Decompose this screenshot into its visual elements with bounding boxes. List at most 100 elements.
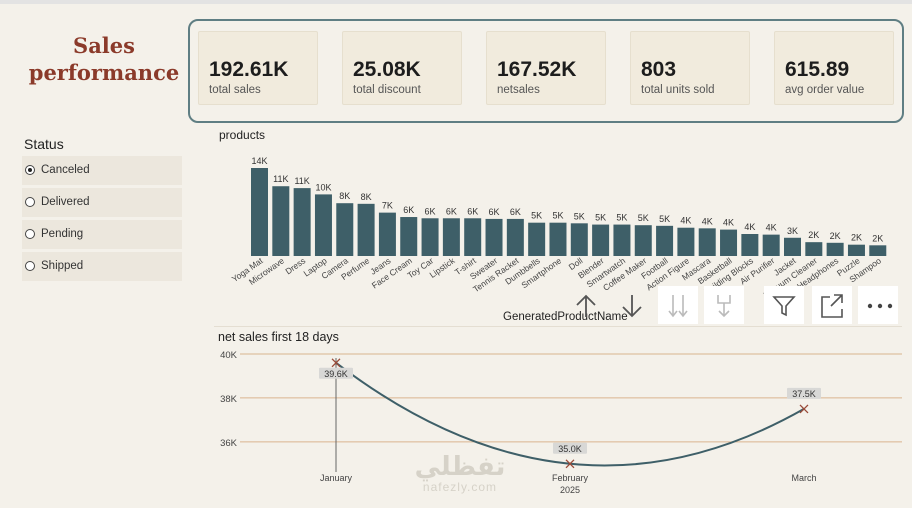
kpi-label: avg order value <box>785 84 865 96</box>
bar <box>464 218 482 256</box>
data-label-box <box>787 387 821 399</box>
bar-data-label: 3K <box>787 226 798 236</box>
bar <box>378 212 396 256</box>
kpi-label: netsales <box>497 84 540 96</box>
y-tick-label: 40K <box>220 350 238 361</box>
kpi-label: total discount <box>353 84 421 96</box>
bar <box>442 218 460 256</box>
bar <box>336 203 354 256</box>
bar-data-label: 6K <box>510 207 521 217</box>
x-tick-label: March <box>791 473 816 483</box>
bar-data-label: 14K <box>251 156 267 166</box>
bar <box>421 218 439 256</box>
drill-down-button[interactable] <box>612 286 652 324</box>
data-label: 35.0K <box>558 444 582 454</box>
more-options-button[interactable] <box>858 286 898 324</box>
status-option-canceled[interactable]: Canceled <box>22 156 182 185</box>
y-tick-label: 38K <box>220 394 238 405</box>
radio-button[interactable] <box>25 261 35 271</box>
status-option-pending[interactable]: Pending <box>22 220 182 249</box>
radio-button[interactable] <box>25 197 35 207</box>
bar-data-label: 8K <box>361 192 372 202</box>
bar <box>698 228 716 256</box>
bar <box>506 218 524 256</box>
expand-all-down-button[interactable] <box>658 286 698 324</box>
radio-button[interactable] <box>25 229 35 239</box>
bar-data-label: 4K <box>702 216 713 226</box>
bar-data-label: 4K <box>744 222 755 232</box>
bar-data-label: 5K <box>616 213 627 223</box>
bar <box>485 218 503 256</box>
focus-mode-button[interactable] <box>812 286 852 324</box>
bar-chart-title: products <box>219 128 266 142</box>
bar-data-label: 2K <box>872 233 883 243</box>
bar <box>613 224 631 256</box>
data-label-box <box>553 442 587 454</box>
radio-button[interactable] <box>25 165 35 175</box>
bar <box>869 245 887 256</box>
expand-next-level-button[interactable] <box>704 286 744 324</box>
x-tick-sublabel: 2025 <box>560 485 580 495</box>
expand-next-level-icon <box>717 295 731 318</box>
bar-data-label: 4K <box>680 216 691 226</box>
data-point-marker <box>799 404 809 414</box>
bar-chart-x-axis-title: GeneratedProductName <box>503 311 628 323</box>
bar <box>549 222 567 256</box>
status-option-shipped[interactable]: Shipped <box>22 252 182 281</box>
top-border <box>0 0 912 4</box>
bar-data-label: 2K <box>808 230 819 240</box>
kpi-value: 615.89 <box>785 58 850 81</box>
bar-data-label: 6K <box>425 206 436 216</box>
bar-data-label: 6K <box>467 206 478 216</box>
bar-data-label: 7K <box>382 201 393 211</box>
kpi-card-avg-order-value[interactable]: 615.89 avg order value <box>774 31 894 105</box>
bar-data-label: 4K <box>766 223 777 233</box>
line-chart-panel <box>214 326 902 502</box>
focus-mode-icon <box>821 294 843 318</box>
status-slicer-title: Status <box>24 136 64 152</box>
data-label: 39.6K <box>324 369 348 379</box>
kpi-value: 167.52K <box>497 58 577 81</box>
bar <box>784 237 801 256</box>
page-title: Sales performance <box>28 33 180 85</box>
bar <box>272 186 290 256</box>
bar-data-label: 11K <box>273 174 288 184</box>
kpi-value: 25.08K <box>353 58 421 81</box>
bar <box>570 223 588 256</box>
net-sales-line-chart: 36K 38K 40K 39.6K 35.0K 37.5K January February 2… <box>220 350 902 495</box>
bar-data-label: 4K <box>723 218 734 228</box>
status-option-delivered[interactable]: Delivered <box>22 188 182 217</box>
line-chart-title: net sales first 18 days <box>218 330 339 344</box>
bar-data-label: 6K <box>446 206 457 216</box>
bar <box>634 225 652 256</box>
data-point-marker <box>331 358 341 368</box>
bar <box>251 168 268 256</box>
filter-button[interactable] <box>764 286 804 324</box>
drill-down-icon <box>622 295 642 318</box>
bar <box>656 225 674 256</box>
bar <box>762 234 780 256</box>
bar-data-label: 11K <box>294 176 309 186</box>
bar <box>293 188 311 256</box>
bar <box>314 194 332 256</box>
bar-data-label: 6K <box>403 205 414 215</box>
bar-data-label: 5K <box>659 214 670 224</box>
bar <box>677 227 695 256</box>
kpi-card-total-sales[interactable]: 192.61K total sales <box>198 31 318 105</box>
bar <box>826 242 844 256</box>
bar <box>592 224 610 256</box>
data-label: 37.5K <box>792 389 816 399</box>
kpi-card-total-discount[interactable]: 25.08K total discount <box>342 31 462 105</box>
bar-data-label: 6K <box>489 207 500 217</box>
bar <box>741 234 759 256</box>
drill-up-icon <box>576 294 596 317</box>
kpi-label: total sales <box>209 84 261 96</box>
kpi-value: 192.61K <box>209 58 289 81</box>
kpi-card-total-units-sold[interactable]: 803 total units sold <box>630 31 750 105</box>
expand-all-down-icon <box>668 295 688 318</box>
kpi-card-netsales[interactable]: 167.52K netsales <box>486 31 606 105</box>
bar <box>720 229 738 256</box>
x-tick-label: Lipstick <box>428 255 458 280</box>
bar-data-label: 5K <box>595 213 606 223</box>
drill-up-button[interactable] <box>566 286 606 324</box>
